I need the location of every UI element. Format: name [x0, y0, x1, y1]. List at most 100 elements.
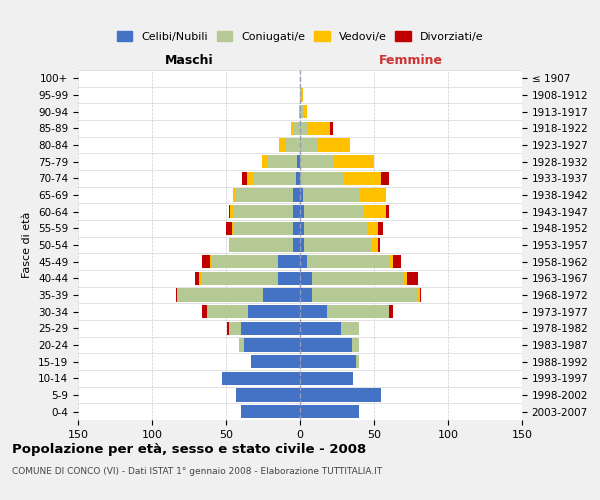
Bar — [300, 255, 307, 268]
Bar — [382, 172, 389, 185]
Bar — [404, 272, 407, 285]
Bar — [379, 222, 383, 235]
Bar — [230, 238, 293, 252]
Bar — [386, 205, 389, 218]
Text: Maschi: Maschi — [164, 54, 214, 66]
Bar — [300, 222, 304, 235]
Bar — [279, 138, 285, 151]
Bar — [210, 255, 211, 268]
Bar — [294, 122, 300, 135]
Bar — [307, 255, 389, 268]
Legend: Celibi/Nubili, Coniugati/e, Vedovi/e, Divorziati/e: Celibi/Nubili, Coniugati/e, Vedovi/e, Di… — [112, 26, 488, 46]
Bar — [300, 172, 344, 185]
Bar — [278, 272, 300, 285]
Bar — [418, 288, 420, 302]
Bar — [285, 138, 300, 151]
Bar — [379, 238, 380, 252]
Bar — [389, 305, 393, 318]
Bar — [233, 188, 236, 202]
Bar — [304, 238, 371, 252]
Bar — [177, 288, 263, 302]
Bar — [364, 205, 386, 218]
Bar — [303, 188, 359, 202]
Bar — [300, 155, 332, 168]
Bar — [359, 188, 386, 202]
Bar — [233, 205, 293, 218]
Bar — [312, 272, 404, 285]
Bar — [300, 205, 304, 218]
Bar — [278, 255, 300, 268]
Bar — [326, 305, 389, 318]
Bar — [199, 272, 201, 285]
Y-axis label: Anni di nascita: Anni di nascita — [598, 204, 600, 286]
Bar — [300, 388, 382, 402]
Bar — [367, 222, 379, 235]
Bar — [300, 355, 356, 368]
Bar — [371, 238, 379, 252]
Bar — [301, 88, 303, 102]
Bar — [300, 372, 353, 385]
Bar — [262, 155, 268, 168]
Bar — [293, 188, 300, 202]
Bar — [268, 155, 297, 168]
Bar — [312, 288, 418, 302]
Bar — [263, 288, 300, 302]
Bar — [248, 305, 300, 318]
Bar — [230, 205, 233, 218]
Bar — [393, 255, 401, 268]
Bar — [300, 305, 326, 318]
Bar — [300, 238, 304, 252]
Bar — [291, 122, 294, 135]
Bar — [293, 205, 300, 218]
Bar — [300, 105, 303, 118]
Bar — [293, 238, 300, 252]
Bar — [352, 338, 359, 351]
Bar — [229, 205, 230, 218]
Bar — [300, 88, 301, 102]
Bar — [304, 205, 364, 218]
Bar — [407, 272, 418, 285]
Bar — [247, 172, 254, 185]
Bar — [303, 105, 307, 118]
Bar — [300, 338, 352, 351]
Bar — [236, 388, 300, 402]
Bar — [332, 155, 374, 168]
Bar — [318, 138, 350, 151]
Text: Femmine: Femmine — [379, 54, 443, 66]
Bar — [389, 255, 393, 268]
Bar — [329, 122, 332, 135]
Bar — [239, 338, 244, 351]
Bar — [229, 238, 230, 252]
Y-axis label: Fasce di età: Fasce di età — [22, 212, 32, 278]
Bar — [207, 305, 248, 318]
Text: COMUNE DI CONCO (VI) - Dati ISTAT 1° gennaio 2008 - Elaborazione TUTTITALIA.IT: COMUNE DI CONCO (VI) - Dati ISTAT 1° gen… — [12, 467, 382, 476]
Bar — [211, 255, 278, 268]
Bar — [300, 138, 318, 151]
Bar — [296, 172, 300, 185]
Bar — [221, 372, 300, 385]
Bar — [241, 322, 300, 335]
Bar — [293, 222, 300, 235]
Bar — [300, 322, 341, 335]
Bar — [244, 338, 300, 351]
Text: Popolazione per età, sesso e stato civile - 2008: Popolazione per età, sesso e stato civil… — [12, 442, 366, 456]
Bar — [201, 272, 278, 285]
Bar — [229, 322, 241, 335]
Bar — [241, 405, 300, 418]
Bar — [233, 222, 293, 235]
Bar — [420, 288, 421, 302]
Bar — [226, 222, 232, 235]
Bar — [202, 255, 210, 268]
Bar — [300, 188, 303, 202]
Bar — [356, 355, 359, 368]
Bar — [341, 322, 359, 335]
Bar — [299, 105, 300, 118]
Bar — [307, 122, 329, 135]
Bar — [300, 122, 307, 135]
Bar — [195, 272, 199, 285]
Bar — [202, 305, 207, 318]
Bar — [300, 288, 312, 302]
Bar — [227, 322, 229, 335]
Bar — [176, 288, 177, 302]
Bar — [304, 222, 367, 235]
